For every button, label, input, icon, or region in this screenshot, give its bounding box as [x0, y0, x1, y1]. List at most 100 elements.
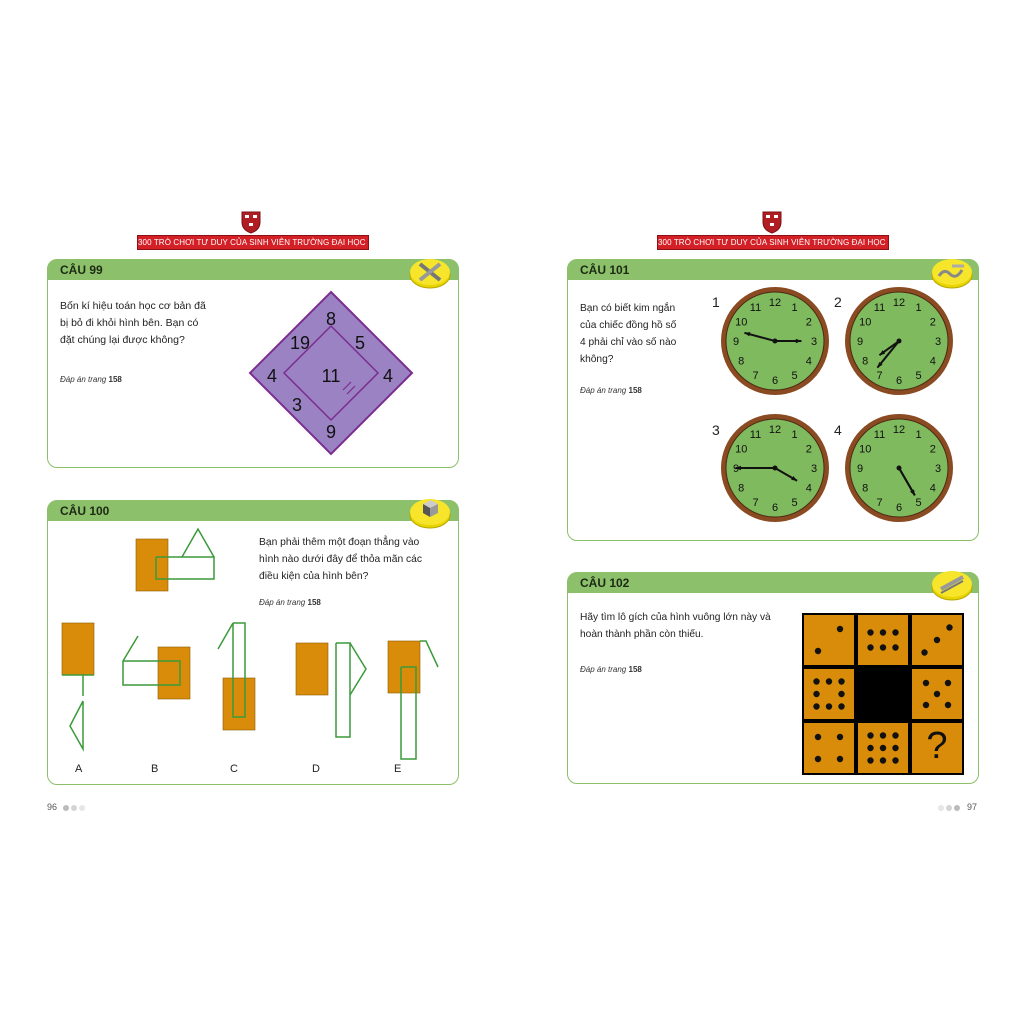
- clock-dial-number: 11: [750, 429, 761, 441]
- die-pip: [879, 744, 887, 752]
- die-pip: [838, 678, 845, 685]
- die-pip: [838, 690, 845, 698]
- die-pip: [814, 733, 822, 741]
- diamond-inner-bottom-left: 3: [292, 395, 302, 415]
- option-b-figure[interactable]: [122, 635, 191, 700]
- scissors-badge-icon: [409, 259, 451, 289]
- diamond-inner-top-left: 19: [290, 333, 310, 353]
- clock-dial-number: 12: [769, 424, 781, 436]
- option-d-figure[interactable]: [295, 642, 367, 738]
- die: [804, 669, 854, 719]
- clock-dial-number: 3: [935, 463, 941, 475]
- clock-hand-arrow: [795, 338, 802, 344]
- die-pip: [933, 636, 941, 644]
- option-a-label[interactable]: A: [75, 763, 83, 775]
- die: [912, 723, 962, 773]
- die-pip: [892, 644, 899, 651]
- diamond-bottom-number: 9: [326, 422, 336, 442]
- clock-dial-number: 11: [750, 302, 761, 314]
- clock-hand-arrow: [910, 489, 915, 496]
- diamond-top-number: 8: [326, 309, 336, 329]
- die-pip: [814, 755, 822, 763]
- question-101-answer-ref: Đáp án trang 158: [580, 386, 642, 395]
- clock-dial-number: 10: [859, 444, 871, 456]
- die-pip: [892, 732, 899, 739]
- clock-dial-number: 6: [772, 375, 778, 387]
- die-pip: [867, 629, 874, 636]
- question-101-card: CÂU 101 Bạn có biết kim ngắn của chiếc đ…: [567, 259, 979, 541]
- pencil-badge-icon: [931, 571, 973, 601]
- harvard-crest-icon: [241, 211, 261, 234]
- clock-hub: [896, 338, 902, 344]
- rope-badge-icon: [931, 259, 973, 289]
- shape-puzzle-figures: [61, 527, 439, 760]
- clock-dial-number: 1: [915, 302, 921, 314]
- question-101-line-3: 4 phải chỉ vào số nào: [580, 337, 677, 348]
- question-99-answer-ref: Đáp án trang 158: [60, 375, 122, 384]
- die-pip: [944, 679, 952, 687]
- option-b-label[interactable]: B: [151, 763, 159, 775]
- option-a-figure[interactable]: [61, 622, 95, 752]
- die-pip: [944, 701, 952, 709]
- option-d-label[interactable]: D: [312, 763, 320, 775]
- die-pip: [825, 678, 833, 685]
- page-dots-icon: [938, 805, 960, 811]
- clock-hub: [772, 338, 778, 344]
- clock-dial-number: 5: [915, 370, 921, 382]
- die-pip: [892, 757, 899, 764]
- die-pip: [879, 732, 887, 739]
- harvard-crest-icon: [762, 211, 782, 234]
- question-100-line-3: điều kiện của hình bên?: [259, 571, 369, 582]
- option-c-label[interactable]: C: [230, 763, 238, 775]
- clock-dial-number: 4: [806, 483, 812, 495]
- option-e-label[interactable]: E: [394, 763, 402, 775]
- die-pip: [836, 625, 844, 633]
- question-102-card: CÂU 102 Hãy tìm lô gích của hình vuông l…: [567, 571, 979, 784]
- clock-dial-number: 10: [735, 444, 747, 456]
- clock-dial-number: 2: [806, 317, 812, 329]
- book-title-banner: 300 TRÒ CHƠI TƯ DUY CỦA SINH VIÊN TRƯỜNG…: [657, 235, 889, 250]
- right-page: 300 TRÒ CHƠI TƯ DUY CỦA SINH VIÊN TRƯỜNG…: [512, 0, 1024, 1024]
- clock-dial-number: 1: [791, 302, 797, 314]
- clock-hub: [772, 465, 778, 471]
- clock-dial-number: 4: [930, 356, 936, 368]
- clock-dial-number: 4: [806, 356, 812, 368]
- number-diamond-puzzle: 8 4 4 9 19 5 3 11: [248, 290, 414, 456]
- clock-dial-number: 5: [791, 370, 797, 382]
- die-pip: [933, 690, 941, 698]
- clock-dial-number: 8: [862, 483, 868, 495]
- clock-long-hand: [876, 340, 900, 369]
- die-pip: [922, 679, 930, 687]
- die-pip: [813, 690, 820, 698]
- clock-dial-number: 4: [930, 483, 936, 495]
- question-101-title: CÂU 101: [580, 263, 630, 277]
- question-99-text: Bốn kí hiệu toán học cơ bản đã bị bỏ đi …: [60, 298, 240, 349]
- question-99-line-2: bị bỏ đi khỏi hình bên. Bạn có: [60, 317, 199, 329]
- die-pip: [813, 703, 820, 710]
- question-99-card: CÂU 99 Bốn kí hiệu toán học cơ bản đã bị…: [47, 259, 459, 468]
- die-pip: [879, 629, 887, 636]
- clock-3-label: 3: [712, 422, 720, 438]
- diamond-center-number: 11: [322, 366, 341, 386]
- option-e-figure[interactable]: [387, 640, 439, 760]
- clock-2-label: 2: [834, 294, 842, 310]
- die-pip: [921, 649, 928, 656]
- clock-dial-number: 5: [791, 497, 797, 509]
- clock-dial-number: 8: [862, 356, 868, 368]
- die-pip: [879, 644, 887, 651]
- clock-dial-number: 12: [769, 297, 781, 309]
- clock-dial-number: 2: [806, 444, 812, 456]
- dice-grid: ?: [802, 613, 964, 775]
- option-c-figure[interactable]: [217, 622, 256, 731]
- question-100-line-2: hình nào dưới đây để thỏa mãn các: [259, 554, 423, 565]
- die-pip: [892, 629, 899, 636]
- clock-dial-number: 10: [859, 317, 871, 329]
- clock-dial-number: 9: [857, 463, 863, 475]
- die-pip: [813, 678, 820, 685]
- question-100-card: CÂU 100 Bạn phải thêm một đoạn thẳng vào…: [47, 499, 459, 785]
- die-pip: [825, 703, 833, 710]
- clock-dial-number: 12: [893, 297, 905, 309]
- right-page-number: 97: [967, 802, 978, 812]
- die: [804, 723, 854, 773]
